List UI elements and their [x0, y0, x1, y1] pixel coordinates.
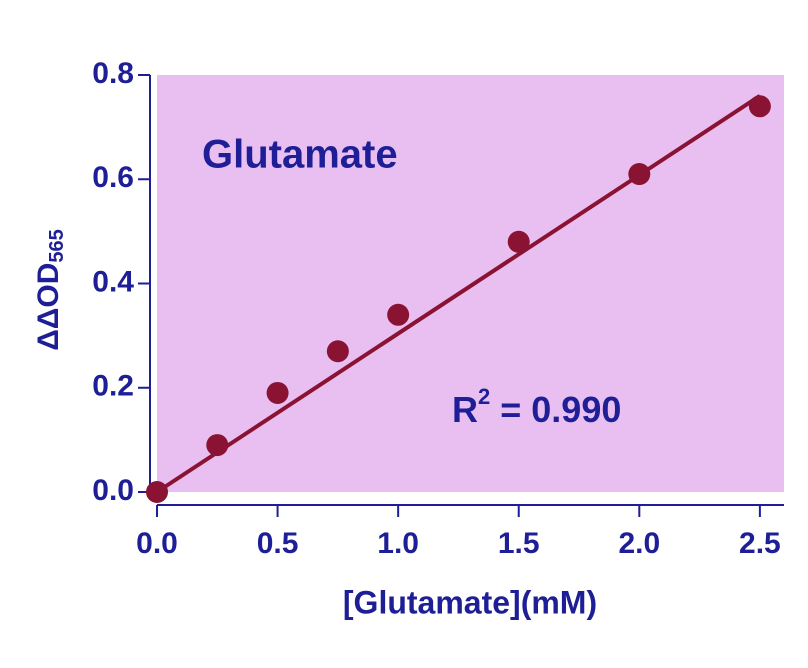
point — [266, 381, 289, 404]
x-tick-label: 2.5 — [739, 527, 781, 560]
point — [206, 434, 229, 457]
r-squared-sup: 2 — [478, 384, 490, 409]
x-axis-label: [Glutamate](mM) — [343, 584, 597, 620]
annotation: Glutamate — [202, 133, 398, 177]
y-tick-label: 0.6 — [92, 161, 134, 194]
y-axis-label-sub: 565 — [46, 229, 68, 262]
point — [326, 340, 349, 363]
fit-line — [155, 94, 761, 494]
point — [387, 303, 410, 326]
x-tick-label: 1.5 — [498, 527, 540, 560]
x-tick-label: 0.5 — [257, 527, 299, 560]
r-squared-r: R — [452, 389, 478, 430]
r-squared: R2 = 0.990 — [452, 384, 621, 430]
point — [748, 95, 771, 118]
point — [628, 163, 651, 186]
y-tick-label: 0.4 — [92, 265, 134, 298]
x-tick-label: 1.0 — [377, 527, 419, 560]
y-tick-label: 0.2 — [92, 370, 134, 403]
y-axis-label-main: ΔΔOD — [32, 263, 65, 351]
y-tick-label: 0.8 — [92, 57, 134, 90]
y-axis-label: ΔΔOD565 — [32, 229, 68, 351]
y-tick-label: 0.0 — [92, 474, 134, 507]
r-squared-value: = 0.990 — [490, 389, 621, 430]
x-tick-label: 2.0 — [618, 527, 660, 560]
point — [507, 230, 530, 253]
point — [146, 481, 168, 503]
x-tick-label: 0.0 — [136, 527, 178, 560]
